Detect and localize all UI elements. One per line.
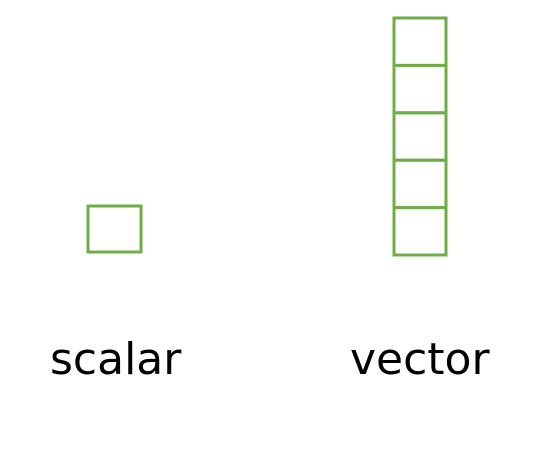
vector-column-group xyxy=(392,16,448,257)
vector-cell xyxy=(392,16,448,67)
vector-cell xyxy=(392,206,448,257)
scalar-box-group xyxy=(86,204,143,254)
vector-label: vector xyxy=(350,334,490,385)
vector-cell xyxy=(392,158,448,210)
scalar-label: scalar xyxy=(50,334,182,385)
vector-cell xyxy=(392,63,448,115)
vector-cell xyxy=(392,111,448,162)
scalar-cell xyxy=(86,204,143,254)
